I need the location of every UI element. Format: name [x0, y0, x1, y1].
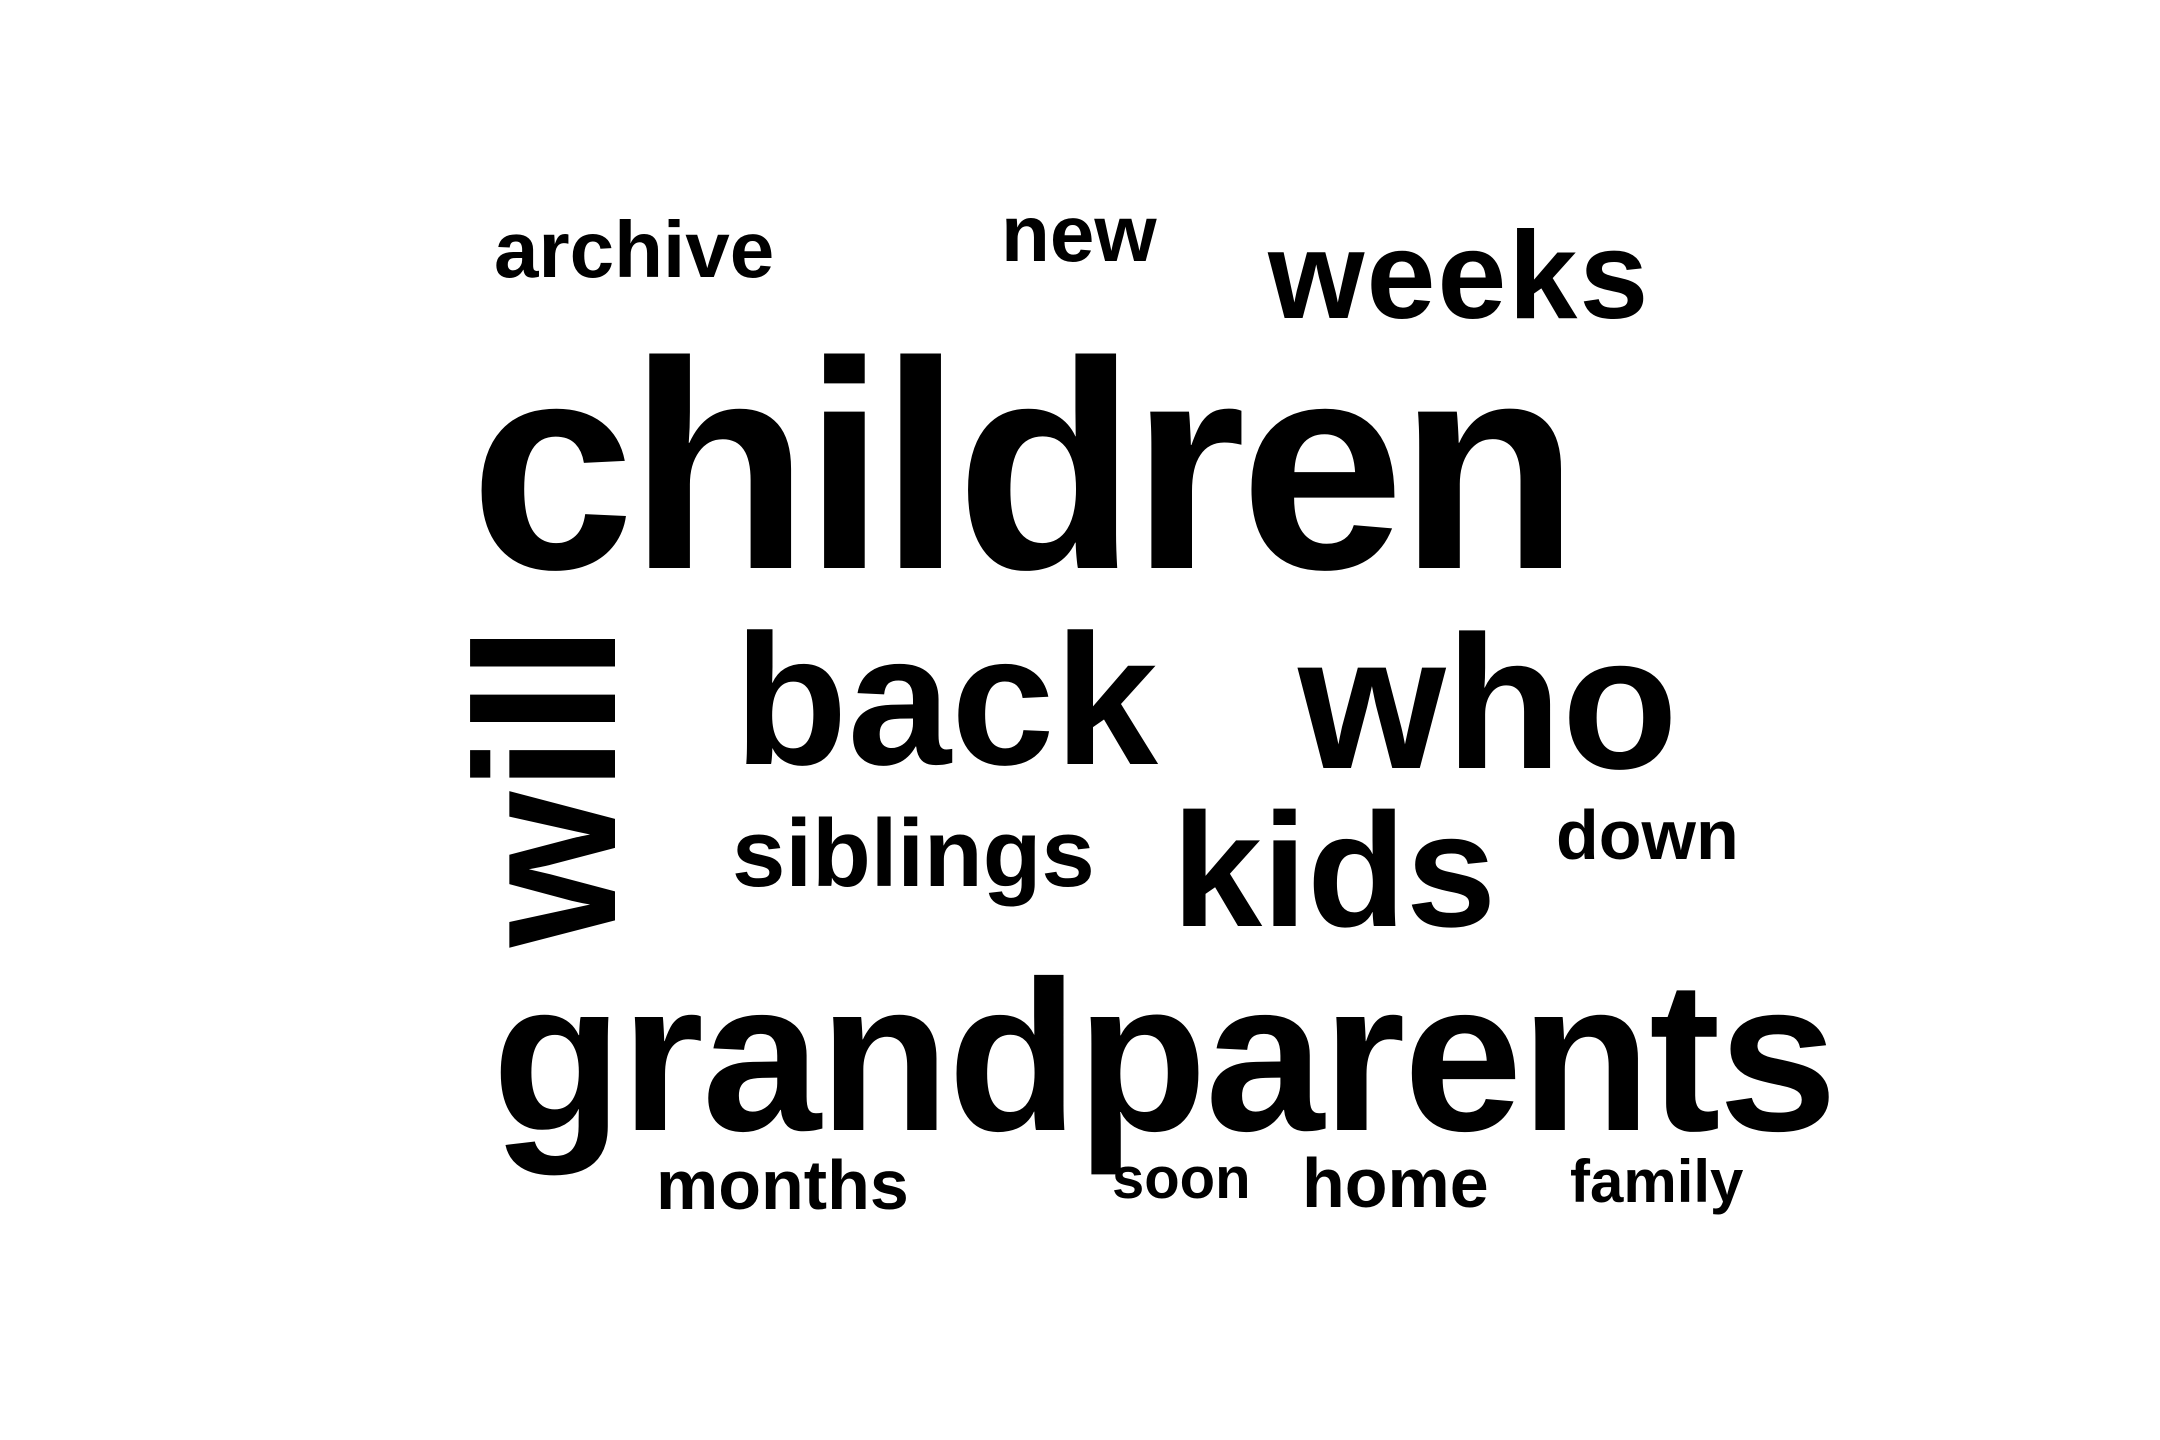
word-down: down: [1556, 796, 1739, 874]
word-home: home: [1302, 1144, 1489, 1222]
word-family: family: [1570, 1148, 1744, 1215]
word-will: will: [435, 624, 658, 948]
word-archive: archive: [494, 205, 775, 294]
word-children: children: [470, 300, 1579, 631]
word-soon: soon: [1112, 1146, 1251, 1211]
word-months: months: [656, 1146, 909, 1224]
word-kids: kids: [1172, 780, 1497, 961]
word-siblings: siblings: [732, 800, 1095, 907]
word-weeks: weeks: [1268, 207, 1651, 345]
word-who: who: [1298, 597, 1678, 809]
word-will-container: will: [435, 625, 658, 947]
word-grandparents: grandparents: [492, 937, 1837, 1176]
word-new: new: [1001, 189, 1157, 278]
word-back: back: [734, 597, 1158, 804]
